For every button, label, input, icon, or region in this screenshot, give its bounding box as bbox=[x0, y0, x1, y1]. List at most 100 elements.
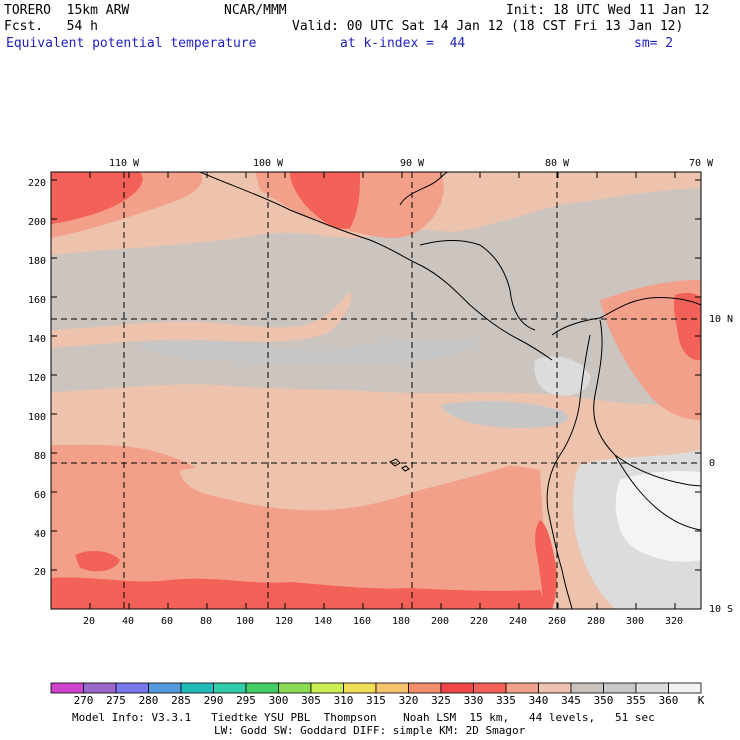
model-title: TORERO 15km ARW bbox=[4, 3, 130, 18]
lon-label-80w: 80 W bbox=[545, 158, 570, 169]
y-tick-label: 60 bbox=[34, 490, 46, 501]
legend-label: 340 bbox=[529, 694, 549, 707]
field-band-335-carib bbox=[673, 292, 701, 361]
legend-label: 280 bbox=[139, 694, 159, 707]
y-tick-label: 100 bbox=[28, 412, 46, 423]
y-tick-label: 160 bbox=[28, 295, 46, 306]
lon-label-100w: 100 W bbox=[253, 158, 284, 169]
coastline-galapagos-1 bbox=[389, 458, 401, 467]
legend-swatch bbox=[343, 682, 377, 694]
x-tick-label: 140 bbox=[314, 616, 332, 627]
x-tick-label: 100 bbox=[236, 616, 254, 627]
x-tick-label: 220 bbox=[470, 616, 488, 627]
y-tick-label: 200 bbox=[28, 217, 46, 228]
lon-label-70w: 70 W bbox=[689, 158, 714, 169]
coastline-yucatan bbox=[399, 172, 449, 206]
legend-unit: K bbox=[698, 694, 705, 707]
smoothing: sm= 2 bbox=[634, 36, 674, 51]
coastline-mexico-central-america bbox=[199, 172, 553, 361]
y-tick-label: 120 bbox=[28, 373, 46, 384]
legend-label: 330 bbox=[464, 694, 484, 707]
coastline-south-america-west bbox=[546, 334, 591, 609]
valid-time: Valid: 00 UTC Sat 14 Jan 12 (18 CST Fri … bbox=[292, 19, 684, 34]
graticule bbox=[51, 172, 701, 609]
y-tick-label: 20 bbox=[34, 567, 46, 578]
legend-label: 310 bbox=[334, 694, 354, 707]
coastline-galapagos-2 bbox=[401, 465, 410, 472]
x-tick-label: 40 bbox=[122, 616, 134, 627]
legend-label: 290 bbox=[204, 694, 224, 707]
x-tick-label: 60 bbox=[161, 616, 173, 627]
y-axis-labels: 20 40 60 80 100 120 140 160 180 200 220 bbox=[28, 178, 46, 578]
physics-info: LW: Godd SW: Goddard DIFF: simple KM: 2D… bbox=[214, 724, 526, 737]
legend-label: 270 bbox=[74, 694, 94, 707]
legend-swatch bbox=[505, 682, 539, 694]
x-tick-label: 20 bbox=[83, 616, 95, 627]
y-tick-label: 40 bbox=[34, 529, 46, 540]
plot-frame bbox=[50, 171, 702, 610]
legend-label: 350 bbox=[594, 694, 614, 707]
field-band-355-b bbox=[440, 400, 568, 428]
legend-label: 345 bbox=[561, 694, 581, 707]
coastline-colombia-venezuela bbox=[551, 297, 701, 336]
lat-label-10s: 10 S bbox=[709, 604, 733, 615]
y-tick-label: 220 bbox=[28, 178, 46, 189]
legend-swatch bbox=[115, 682, 149, 694]
x-tick-label: 240 bbox=[509, 616, 527, 627]
legend-label: 320 bbox=[399, 694, 419, 707]
legend-swatch bbox=[278, 682, 312, 694]
field-band-335-nw bbox=[51, 172, 143, 224]
field-band-335-south bbox=[51, 577, 548, 609]
latitude-labels: 10 N 0 10 S bbox=[709, 314, 733, 615]
legend-swatch bbox=[245, 682, 279, 694]
lon-label-110w: 110 W bbox=[109, 158, 140, 169]
legend-label: 295 bbox=[236, 694, 256, 707]
axis-ticks bbox=[50, 172, 701, 610]
legend-swatch bbox=[83, 682, 117, 694]
legend-label: 335 bbox=[496, 694, 516, 707]
forecast-hour: Fcst. 54 h bbox=[4, 19, 98, 34]
legend-label: 275 bbox=[106, 694, 126, 707]
legend-swatch bbox=[213, 682, 247, 694]
coastline-caribbean-central bbox=[419, 240, 536, 331]
y-tick-label: 140 bbox=[28, 334, 46, 345]
field-band-365-amazon bbox=[615, 470, 701, 562]
legend-swatch bbox=[570, 682, 604, 694]
x-axis-labels: 20 40 60 80 100 120 140 160 180 200 220 … bbox=[83, 616, 683, 627]
legend-swatch bbox=[473, 682, 507, 694]
init-time: Init: 18 UTC Wed 11 Jan 12 bbox=[506, 3, 710, 18]
field-band-335-ca bbox=[290, 172, 360, 229]
coastlines bbox=[199, 172, 701, 609]
field-band-355-a bbox=[140, 338, 480, 366]
legend-swatch bbox=[408, 682, 442, 694]
level-index: at k-index = 44 bbox=[340, 36, 466, 51]
x-tick-label: 180 bbox=[392, 616, 410, 627]
lat-label-0: 0 bbox=[709, 458, 715, 469]
legend-label: 355 bbox=[626, 694, 646, 707]
x-tick-label: 120 bbox=[275, 616, 293, 627]
field-name: Equivalent potential temperature bbox=[6, 36, 257, 51]
legend-swatch bbox=[50, 682, 84, 694]
coastline-amazon bbox=[614, 454, 701, 531]
legend-labels: 270 275 280 285 290 295 300 305 310 315 320 325 330 3… bbox=[74, 694, 705, 707]
field-band-335-peru bbox=[535, 520, 557, 609]
lat-label-10n: 10 N bbox=[709, 314, 733, 325]
color-legend bbox=[50, 682, 702, 694]
legend-swatch bbox=[635, 682, 669, 694]
legend-label: 285 bbox=[171, 694, 191, 707]
legend-swatch bbox=[148, 682, 182, 694]
x-tick-label: 300 bbox=[626, 616, 644, 627]
x-tick-label: 260 bbox=[548, 616, 566, 627]
map-field bbox=[51, 172, 701, 609]
legend-swatch bbox=[538, 682, 572, 694]
longitude-labels: 110 W 100 W 90 W 80 W 70 W bbox=[109, 158, 714, 169]
y-tick-label: 180 bbox=[28, 256, 46, 267]
field-band-345-south bbox=[180, 453, 540, 511]
lon-label-90w: 90 W bbox=[400, 158, 425, 169]
legend-swatch bbox=[603, 682, 637, 694]
legend-label: 315 bbox=[366, 694, 386, 707]
x-tick-label: 200 bbox=[431, 616, 449, 627]
x-tick-label: 160 bbox=[353, 616, 371, 627]
x-tick-label: 320 bbox=[665, 616, 683, 627]
legend-label: 325 bbox=[431, 694, 451, 707]
